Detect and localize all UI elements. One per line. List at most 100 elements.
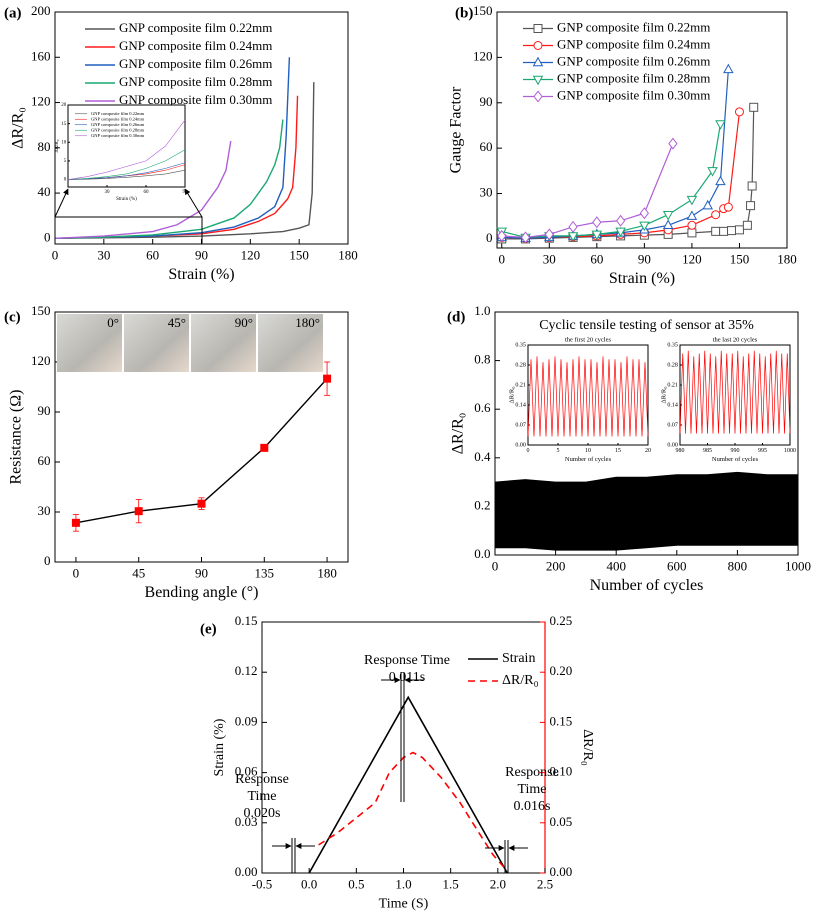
chart-title: the last 20 cycles	[713, 336, 758, 343]
y-tick-label: 5	[64, 159, 67, 164]
marker	[715, 175, 726, 186]
x-tick-label: 995	[758, 448, 767, 454]
y-tick-label: 0.09	[235, 713, 258, 728]
x-tick-label: 150	[730, 251, 750, 266]
y2-tick-label: 0.10	[550, 764, 573, 779]
y-tick-label: 0	[64, 178, 67, 183]
x-axis-label: Strain (%)	[168, 266, 234, 283]
legend-label: GNP composite film 0.26mm	[119, 56, 272, 71]
band-area	[494, 471, 799, 551]
y-tick-label: 120	[31, 353, 51, 368]
photo	[124, 314, 189, 372]
legend-label: GNP composite film 0.22mm	[91, 111, 145, 116]
y-tick-label: 90	[37, 403, 50, 418]
y2-tick-label: 0.00	[550, 864, 573, 879]
marker	[260, 443, 269, 452]
y-axis-label: Gauge Factor	[448, 86, 465, 173]
y-axis-label: ΔR/R₀	[10, 107, 27, 149]
y-tick-label: 0.21	[515, 382, 526, 388]
y-tick-label: 150	[473, 3, 493, 18]
y-axis-label: ΔR/R₀	[450, 413, 467, 455]
y-tick-label: 0.28	[667, 362, 678, 368]
legend-label: GNP composite film 0.30mm	[91, 133, 145, 138]
y-tick-label: 0.15	[235, 613, 258, 628]
y-tick-label: 0.4	[474, 449, 491, 464]
series-line	[67, 169, 186, 180]
x-tick-label: 1.0	[395, 876, 411, 891]
marker	[520, 231, 531, 244]
y-tick-label: 0.6	[474, 400, 491, 415]
photo	[57, 314, 122, 372]
chart-title: the first 20 cycles	[565, 336, 611, 343]
series-line	[308, 695, 508, 874]
y-tick-label: 0.8	[474, 352, 490, 367]
y-tick-label: 160	[31, 48, 51, 63]
y-tick-label: 10	[61, 140, 67, 145]
y-axis-label: ΔR/R₀	[660, 387, 667, 404]
marker	[639, 207, 650, 220]
x-tick-label: 0	[527, 448, 530, 454]
x-axis-label: Number of cycles	[590, 577, 704, 594]
x-tick-label: 90	[638, 251, 651, 266]
y-tick-label: 90	[479, 94, 492, 109]
y-tick-label: 0	[44, 229, 51, 244]
marker	[686, 195, 698, 206]
x-tick-label: 5	[557, 448, 560, 454]
legend-label: GNP composite film 0.30mm	[119, 92, 272, 107]
x-tick-label: 30	[97, 247, 110, 262]
legend-label: GNP composite film 0.28mm	[119, 74, 272, 89]
photo-label: 180°	[295, 315, 320, 330]
y-tick-label: 120	[31, 94, 51, 109]
x-tick-label: 980	[676, 448, 685, 454]
y2-axis-label: ΔR/R₀	[580, 729, 595, 766]
annotation: Response Time	[364, 653, 450, 668]
marker	[134, 507, 143, 516]
x-axis-label: Time (S)	[379, 896, 429, 911]
x-tick-label: 200	[546, 558, 566, 573]
legend-label: GNP composite film 0.26mm	[91, 122, 145, 127]
y-tick-label: 0	[44, 553, 51, 568]
x-tick-label: -0.5	[252, 876, 273, 891]
legend-label: Strain	[502, 651, 535, 666]
y-tick-label: 0.28	[515, 362, 526, 368]
panel-label: (b)	[455, 5, 473, 21]
marker	[323, 374, 332, 383]
panel-label: (e)	[200, 621, 217, 637]
marker	[746, 201, 756, 211]
marker	[197, 499, 206, 508]
y-tick-label: 60	[479, 139, 492, 154]
annotation: Response	[235, 772, 289, 787]
x-tick-label: 0	[492, 558, 499, 573]
marker	[686, 210, 698, 220]
series-line	[679, 350, 791, 434]
y-tick-label: 0	[486, 230, 493, 245]
x-tick-label: 0.5	[348, 876, 364, 891]
x-tick-label: 20	[645, 448, 651, 454]
y-tick-label: 15	[61, 122, 67, 127]
x-axis-label: Bending angle (°)	[145, 584, 259, 601]
y-tick-label: 30	[37, 503, 50, 518]
x-tick-label: 1000	[784, 448, 796, 454]
zoom-link	[54, 188, 69, 218]
x-tick-label: 180	[317, 565, 337, 580]
legend-label: GNP composite film 0.22mm	[557, 19, 710, 34]
annotation: Time	[247, 789, 276, 804]
y-tick-label: 0.14	[515, 402, 526, 408]
legend-label: GNP composite film 0.24mm	[557, 36, 710, 51]
legend-label: ΔR/R₀	[502, 673, 539, 688]
marker	[715, 120, 726, 130]
marker	[639, 221, 650, 232]
photo	[258, 314, 323, 372]
x-tick-label: 30	[105, 190, 111, 195]
annotation: Response	[505, 765, 559, 780]
zoom-box	[54, 216, 203, 245]
series-line	[54, 82, 315, 240]
panel-label: (c)	[4, 309, 21, 325]
marker	[711, 226, 721, 236]
marker	[702, 199, 714, 210]
marker	[532, 75, 544, 86]
series-line	[501, 69, 729, 239]
y-tick-label: 0.0	[474, 546, 490, 561]
chart-title: Cyclic tensile testing of sensor at 35%	[539, 318, 754, 333]
